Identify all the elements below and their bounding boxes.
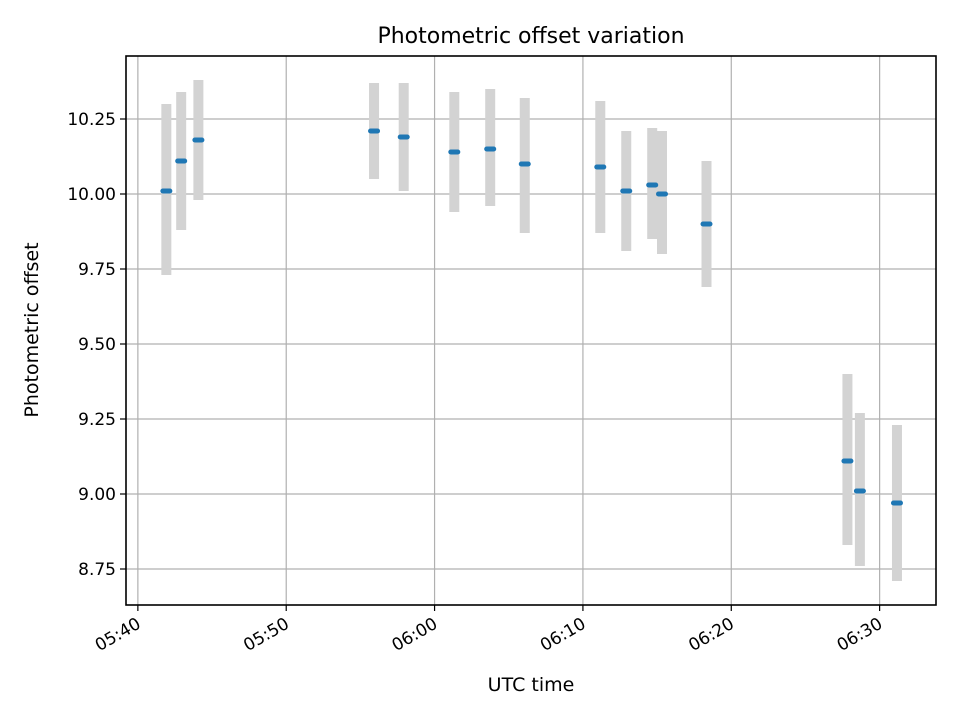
data-point (853, 488, 866, 494)
data-point (192, 137, 205, 143)
y-tick-label: 10.25 (67, 110, 116, 130)
y-axis-label: Photometric offset (21, 242, 43, 417)
data-point (368, 128, 381, 134)
data-point (655, 191, 668, 197)
data-point (518, 161, 531, 167)
y-tick-label: 8.75 (78, 560, 116, 580)
y-axis: 8.75 9.00 9.25 9.50 9.75 10.00 10.25 (67, 110, 126, 580)
data-points (160, 128, 903, 506)
data-point (397, 134, 410, 140)
data-point (484, 146, 497, 152)
grid-lines (126, 56, 936, 605)
data-point (646, 182, 659, 188)
chart-title: Photometric offset variation (377, 24, 684, 49)
data-point (700, 221, 713, 227)
data-point (841, 458, 854, 464)
x-axis-label: UTC time (488, 674, 575, 696)
y-tick-label: 9.50 (78, 335, 116, 355)
data-point (175, 158, 188, 164)
data-point (160, 188, 173, 194)
data-point (890, 500, 903, 506)
plot-frame (125, 55, 937, 606)
y-tick-label: 9.00 (78, 485, 116, 505)
data-point (620, 188, 633, 194)
y-tick-label: 9.25 (78, 410, 116, 430)
y-tick-label: 10.00 (67, 185, 116, 205)
data-point (594, 164, 607, 170)
y-tick-label: 9.75 (78, 260, 116, 280)
data-point (448, 149, 461, 155)
